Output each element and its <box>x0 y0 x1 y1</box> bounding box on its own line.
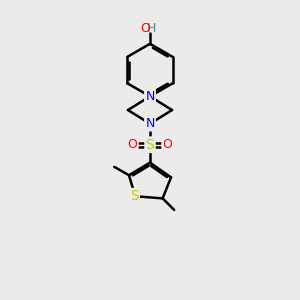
Text: O: O <box>163 138 172 151</box>
Text: S: S <box>130 189 139 203</box>
Text: S: S <box>146 138 154 152</box>
Text: N: N <box>145 90 155 103</box>
Text: N: N <box>145 117 155 130</box>
Text: O: O <box>140 22 150 34</box>
Text: O: O <box>128 138 137 151</box>
Text: H: H <box>146 22 156 34</box>
